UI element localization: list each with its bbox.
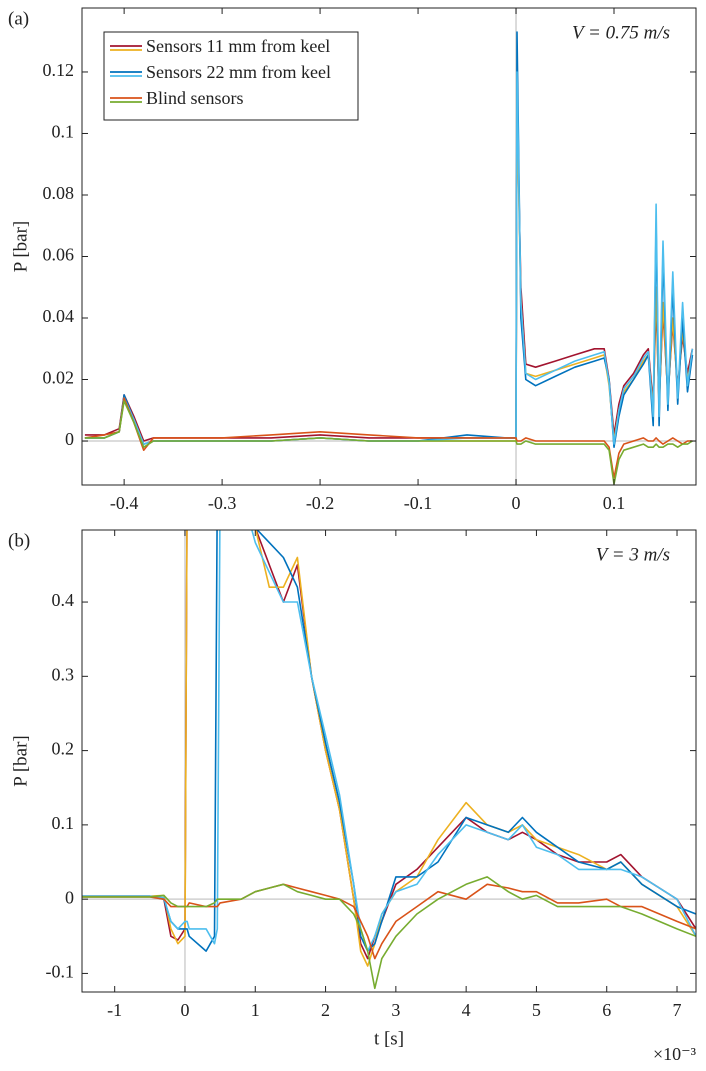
y-axis-label: P [bar] bbox=[10, 735, 31, 787]
x-tick-label: 0.1 bbox=[603, 493, 626, 513]
data-line bbox=[84, 101, 694, 445]
x-exponent: ×10⁻³ bbox=[653, 1044, 697, 1064]
data-line bbox=[82, 530, 696, 952]
panel-label: (a) bbox=[8, 8, 29, 29]
y-tick-label: 0.4 bbox=[52, 590, 75, 610]
x-tick-label: 0 bbox=[180, 1000, 189, 1020]
y-tick-label: 0 bbox=[65, 887, 74, 907]
x-axis-label: t [s] bbox=[374, 1028, 404, 1049]
x-tick-label: 0 bbox=[512, 493, 521, 513]
x-tick-label: -1 bbox=[107, 1000, 122, 1020]
x-tick-label: 7 bbox=[673, 1000, 682, 1020]
annotation: V = 3 m/s bbox=[596, 544, 670, 565]
y-tick-label: -0.1 bbox=[46, 962, 75, 982]
x-tick-label: -0.4 bbox=[110, 493, 139, 513]
data-line bbox=[82, 530, 696, 967]
y-tick-label: 0.2 bbox=[52, 739, 75, 759]
data-line bbox=[84, 101, 694, 442]
x-tick-label: -0.3 bbox=[208, 493, 237, 513]
annotation: V = 0.75 m/s bbox=[572, 22, 670, 43]
data-line bbox=[84, 71, 694, 445]
y-tick-label: 0.04 bbox=[43, 306, 75, 326]
y-tick-label: 0.3 bbox=[52, 664, 75, 684]
x-tick-label: -0.2 bbox=[306, 493, 335, 513]
legend-label: Sensors 11 mm from keel bbox=[146, 36, 330, 56]
data-line bbox=[82, 530, 696, 952]
x-tick-label: -0.1 bbox=[404, 493, 433, 513]
x-tick-label: 2 bbox=[321, 1000, 330, 1020]
x-tick-label: 4 bbox=[462, 1000, 471, 1020]
x-tick-label: 6 bbox=[602, 1000, 611, 1020]
plot-area bbox=[84, 31, 694, 485]
plot-area bbox=[82, 530, 696, 990]
y-tick-label: 0.02 bbox=[43, 368, 75, 388]
y-tick-label: 0.06 bbox=[43, 245, 75, 265]
legend-label: Blind sensors bbox=[146, 88, 244, 108]
y-axis-label: P [bar] bbox=[10, 221, 31, 273]
y-tick-label: 0 bbox=[65, 429, 74, 449]
axes-box bbox=[81, 7, 697, 486]
x-tick-label: 1 bbox=[251, 1000, 260, 1020]
data-line bbox=[82, 876, 696, 990]
y-tick-label: 0.1 bbox=[52, 122, 75, 142]
legend-box bbox=[103, 31, 359, 121]
x-tick-label: 3 bbox=[391, 1000, 400, 1020]
panel-label: (b) bbox=[8, 530, 30, 551]
axes-box bbox=[81, 529, 697, 993]
legend-label: Sensors 22 mm from keel bbox=[146, 62, 331, 82]
y-tick-label: 0.12 bbox=[43, 60, 75, 80]
y-tick-label: 0.08 bbox=[43, 183, 75, 203]
data-line bbox=[84, 400, 693, 485]
x-tick-label: 5 bbox=[532, 1000, 541, 1020]
y-tick-label: 0.1 bbox=[52, 813, 75, 833]
data-line bbox=[84, 397, 693, 479]
